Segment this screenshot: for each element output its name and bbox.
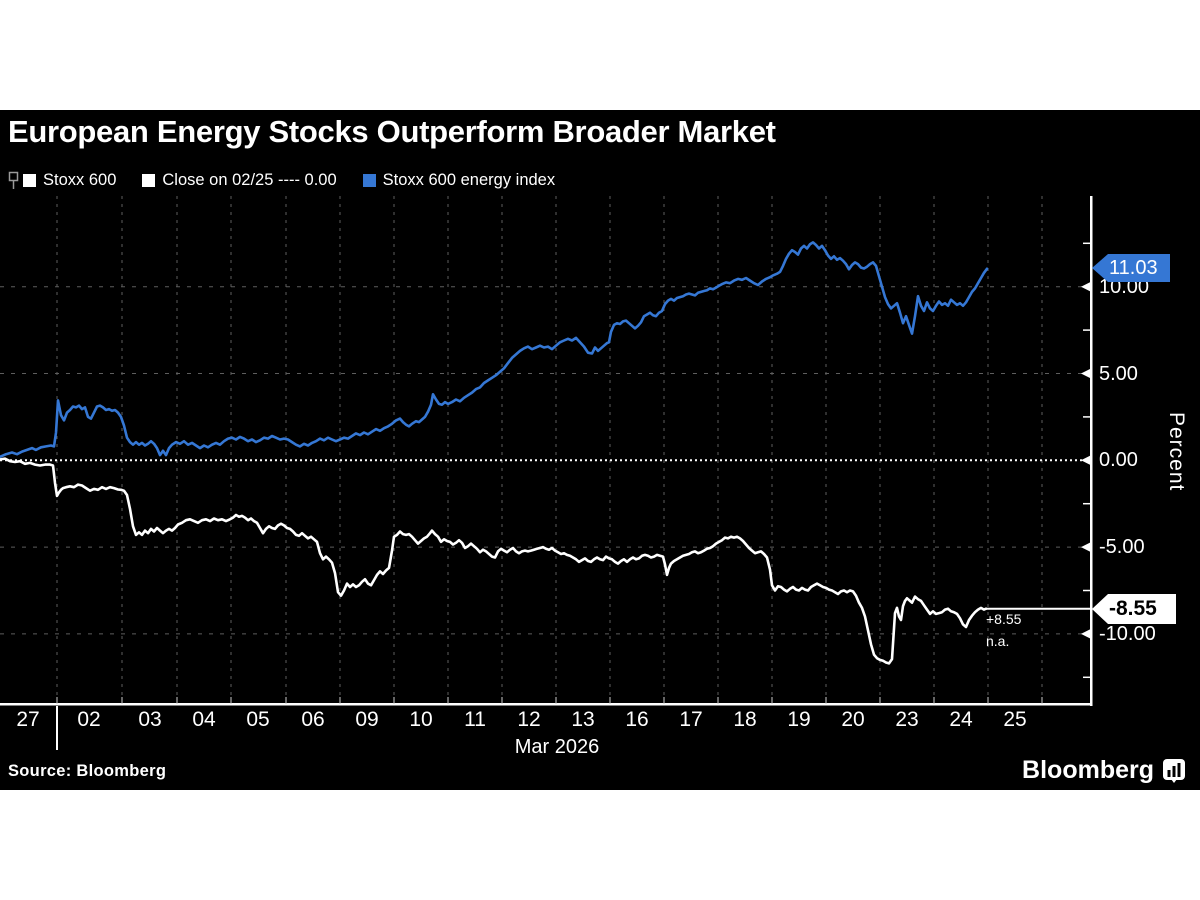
change-annotation: +8.55 bbox=[986, 611, 1022, 627]
x-tick-label: 20 bbox=[841, 708, 865, 731]
month-separator-line bbox=[56, 706, 58, 750]
y-tick-label: -5.00 bbox=[1099, 536, 1145, 559]
x-tick-label: 04 bbox=[192, 708, 216, 731]
x-tick-label: 05 bbox=[246, 708, 270, 731]
bloomberg-logo: Bloomberg bbox=[1022, 756, 1186, 785]
legend-item-energy-index: Stoxx 600 energy index bbox=[362, 171, 556, 190]
y-tick-label: -10.00 bbox=[1099, 622, 1156, 645]
x-tick-label: 23 bbox=[895, 708, 919, 731]
y-major-tick-arrow bbox=[1081, 628, 1091, 639]
x-tick-label: 02 bbox=[77, 708, 101, 731]
annotation-flag-icon bbox=[8, 171, 19, 189]
x-tick-label: 24 bbox=[949, 708, 973, 731]
energy-index-value-tag: 11.03 bbox=[1092, 254, 1170, 282]
y-tick-label: 5.00 bbox=[1099, 362, 1138, 385]
x-tick-label: 27 bbox=[16, 708, 40, 731]
y-major-tick-arrow bbox=[1081, 542, 1091, 553]
x-tick-label: 03 bbox=[138, 708, 162, 731]
bloomberg-chart-bubble-icon bbox=[1163, 758, 1185, 783]
legend-label-close-line: Close on 02/25 ---- 0.00 bbox=[162, 171, 337, 189]
x-tick-label: 10 bbox=[409, 708, 433, 731]
x-tick-label: 19 bbox=[787, 708, 811, 731]
series-line-energy-index bbox=[0, 241, 989, 459]
plot-area bbox=[0, 196, 1200, 706]
close-line-swatch-icon bbox=[142, 174, 156, 187]
x-axis-labels: 27 02 03 04 05 06 09 10 11 12 13 16 17 18 19 20 23 24 25 bbox=[0, 708, 1200, 734]
x-tick-label: 06 bbox=[301, 708, 325, 731]
x-tick-label: 17 bbox=[679, 708, 703, 731]
stoxx600-value-tag: -8.55 bbox=[1092, 594, 1176, 624]
bloomberg-logo-text: Bloomberg bbox=[1022, 756, 1154, 784]
y-major-tick-arrow bbox=[1081, 281, 1091, 292]
x-tick-label: 18 bbox=[733, 708, 757, 731]
x-tick-label: 12 bbox=[517, 708, 541, 731]
x-axis-line bbox=[0, 703, 1092, 706]
x-tick-label: 11 bbox=[464, 708, 486, 731]
chart-svg bbox=[0, 196, 1093, 706]
legend: Stoxx 600 Close on 02/25 ---- 0.00 Stoxx… bbox=[8, 171, 581, 190]
legend-label-energy-index: Stoxx 600 energy index bbox=[382, 171, 556, 189]
y-axis-line bbox=[1090, 196, 1093, 706]
chart-panel bbox=[0, 110, 1200, 790]
legend-item-close-line: Close on 02/25 ---- 0.00 bbox=[142, 171, 337, 190]
x-tick-label: 25 bbox=[1003, 708, 1027, 731]
y-major-tick-arrow bbox=[1081, 368, 1091, 379]
stoxx600-swatch-icon bbox=[23, 174, 36, 187]
x-tick-label: 13 bbox=[571, 708, 595, 731]
legend-label-stoxx600: Stoxx 600 bbox=[43, 171, 117, 189]
y-major-tick-arrow bbox=[1081, 455, 1091, 466]
x-axis-month-label: Mar 2026 bbox=[514, 736, 600, 758]
chart-title: European Energy Stocks Outperform Broade… bbox=[8, 114, 776, 149]
x-tick-label: 09 bbox=[355, 708, 379, 731]
y-axis-title: Percent bbox=[1165, 412, 1188, 492]
energy-index-swatch-icon bbox=[362, 174, 376, 187]
y-tick-label: 0.00 bbox=[1099, 449, 1138, 472]
na-annotation: n.a. bbox=[986, 633, 1010, 649]
series-line-stoxx600 bbox=[0, 457, 988, 665]
source-credit: Source: Bloomberg bbox=[8, 762, 167, 780]
x-tick-label: 16 bbox=[625, 708, 649, 731]
legend-item-stoxx600: Stoxx 600 bbox=[23, 171, 116, 190]
